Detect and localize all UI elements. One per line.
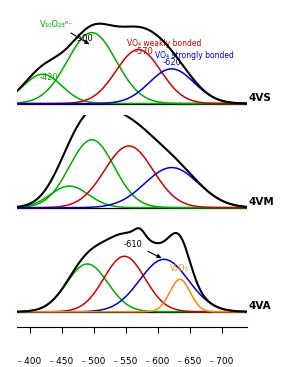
Text: -610: -610: [124, 240, 160, 258]
Text: V₁₀O₂₈⁶⁻: V₁₀O₂₈⁶⁻: [40, 20, 88, 44]
Text: V₂O₅: V₂O₅: [170, 264, 189, 273]
Text: -500: -500: [74, 34, 93, 43]
Text: 4VS: 4VS: [248, 93, 271, 103]
Text: -570: -570: [135, 47, 153, 56]
Text: VO₄ strongly bonded: VO₄ strongly bonded: [155, 51, 234, 59]
Text: VO₄ weakly bonded: VO₄ weakly bonded: [127, 39, 201, 48]
Text: -620: -620: [163, 58, 181, 67]
Text: -420: -420: [39, 73, 59, 82]
Text: 4VA: 4VA: [248, 301, 271, 311]
Text: 4VM: 4VM: [248, 197, 274, 207]
